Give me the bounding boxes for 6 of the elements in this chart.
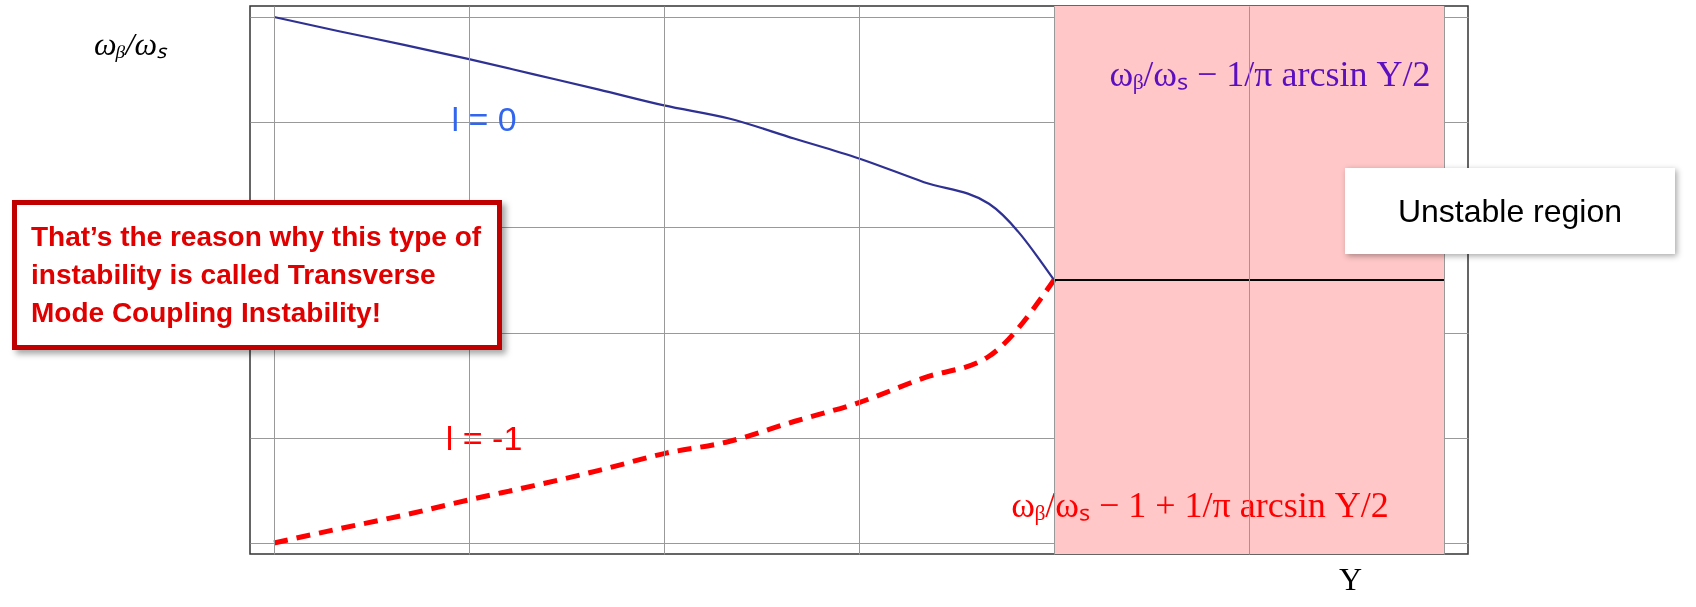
series-label: l = 0 (451, 100, 517, 139)
callout-box: That’s the reason why this type of instability is called Transverse Mode Coupling Instability! (12, 200, 502, 350)
label-box: Unstable region (1345, 168, 1675, 254)
x-axis-title: Υ (1338, 560, 1363, 597)
annotation: ωᵦ/ωₛ − 1 + 1/π arcsin Υ/2 (1011, 485, 1389, 525)
y-axis-title: ωᵦ/ωₛ (93, 25, 169, 62)
